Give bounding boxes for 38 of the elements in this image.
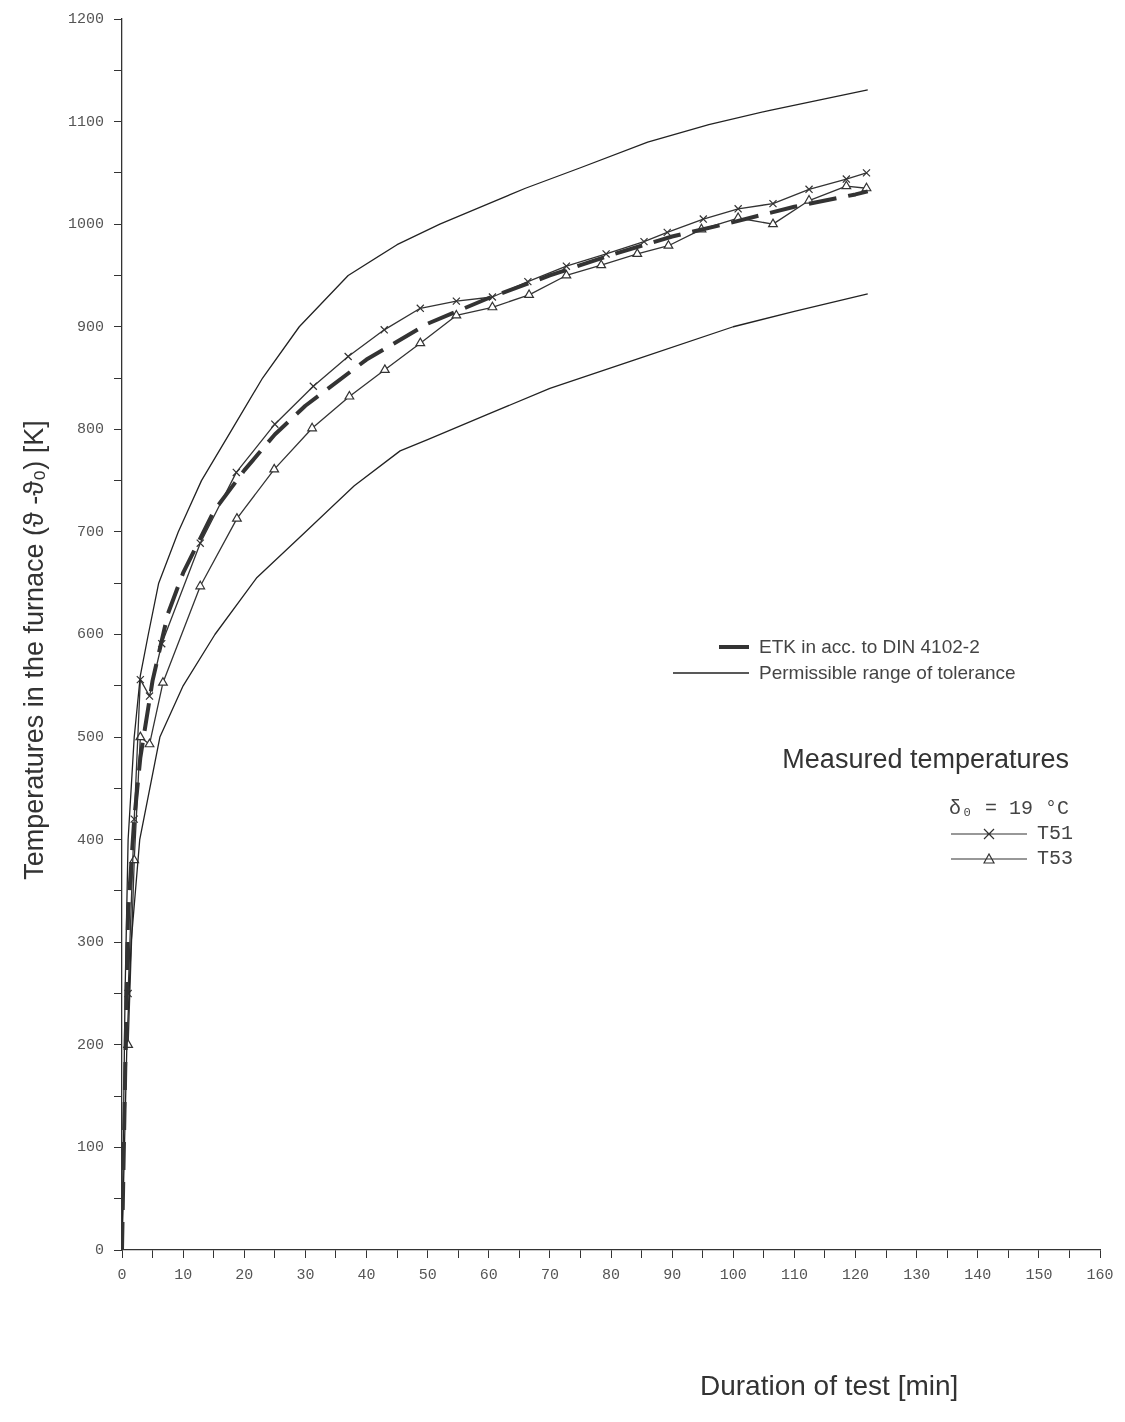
y-tick-label: 600 — [76, 626, 104, 644]
x-tick-label: 120 — [841, 1266, 870, 1284]
x-tick-label: 50 — [418, 1266, 437, 1284]
x-tick-label: 20 — [235, 1266, 254, 1284]
legend-label: T51 — [1036, 822, 1073, 845]
x-tick-label: 10 — [174, 1266, 193, 1284]
legend-label: T53 — [1036, 847, 1073, 870]
x-tick-label: 100 — [719, 1266, 747, 1284]
legend-label: ETK in acc. to DIN 4102-2 — [759, 636, 980, 658]
legend-label: Permissible range of tolerance — [759, 662, 1016, 684]
x-tick-label: 80 — [601, 1266, 621, 1284]
y-tick-label: 300 — [76, 934, 104, 952]
x-tick-label: 30 — [296, 1266, 315, 1284]
y-tick-label: 900 — [76, 318, 104, 336]
y-tick-label: 700 — [76, 523, 104, 541]
y-tick-label: 1100 — [67, 113, 104, 131]
x-tick-label: 90 — [663, 1266, 682, 1284]
y-tick-label: 400 — [76, 831, 104, 849]
annotation: δ₀ = 19 °C — [947, 797, 1069, 820]
annotation: Measured temperatures — [781, 744, 1069, 775]
x-tick-label: 40 — [357, 1266, 376, 1284]
y-tick-label: 800 — [76, 421, 104, 439]
x-tick-label: 160 — [1086, 1266, 1114, 1284]
y-tick-label: 1200 — [67, 10, 104, 28]
x-tick-label: 60 — [479, 1266, 498, 1284]
x-axis-title: Duration of test [min] — [700, 1370, 959, 1402]
x-tick-label: 150 — [1025, 1266, 1053, 1284]
y-tick-label: 100 — [76, 1139, 104, 1157]
y-axis-title: Temperatures in the furnace (ϑ -ϑ₀) [K] — [18, 420, 50, 880]
x-tick-label: 140 — [964, 1266, 992, 1284]
x-tick-label: 0 — [117, 1266, 127, 1284]
x-tick-label: 110 — [780, 1266, 808, 1284]
x-tick-label: 70 — [540, 1266, 559, 1284]
y-tick-label: 1000 — [67, 216, 104, 234]
y-tick-label: 0 — [94, 1241, 104, 1259]
y-tick-label: 200 — [76, 1036, 104, 1054]
y-tick-label: 500 — [76, 729, 104, 747]
x-tick-label: 130 — [903, 1266, 931, 1284]
